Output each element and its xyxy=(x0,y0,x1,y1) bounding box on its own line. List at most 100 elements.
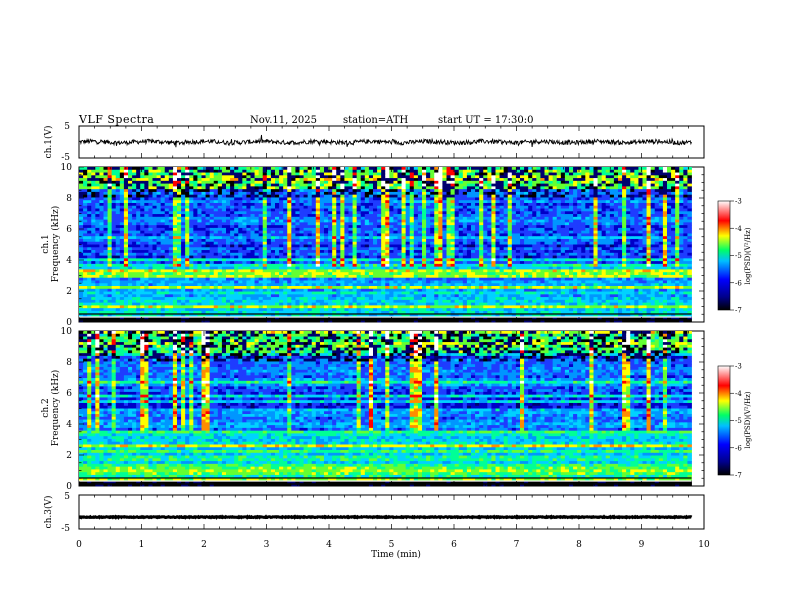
spectrogram-cell xyxy=(140,167,145,171)
spectrogram-cell xyxy=(291,263,296,268)
spectrogram-cell xyxy=(336,194,341,198)
spectrogram-cell xyxy=(319,197,325,201)
spectrogram-cell xyxy=(115,225,121,229)
spectrogram-cell xyxy=(413,175,419,179)
spectrogram-cell xyxy=(221,194,227,198)
spectrogram-cell xyxy=(87,255,92,259)
spectrogram-cell xyxy=(107,272,113,276)
spectrogram-cell xyxy=(197,214,202,218)
spectrogram-cell xyxy=(315,316,321,320)
spectrogram-cell xyxy=(234,269,239,273)
spectrogram-cell xyxy=(254,319,260,323)
spectrogram-cell xyxy=(99,230,104,234)
spectrogram-cell xyxy=(266,305,272,309)
spectrogram-cell xyxy=(324,291,329,295)
spectrogram-cell xyxy=(291,302,296,306)
spectrogram-cell xyxy=(119,283,125,287)
spectrogram-cell xyxy=(266,274,272,279)
spectrogram-cell xyxy=(258,178,264,182)
spectrogram-cell xyxy=(328,191,333,196)
spectrogram-cell xyxy=(213,291,219,295)
spectrogram-cell xyxy=(344,319,349,323)
spectrogram-cell xyxy=(409,244,415,248)
spectrogram-cell xyxy=(295,269,300,273)
spectrogram-cell xyxy=(128,238,133,243)
spectrogram-cell xyxy=(381,316,386,320)
spectrogram-cell xyxy=(123,294,129,298)
spectrogram-cell xyxy=(83,225,88,229)
spectrogram-cell xyxy=(348,263,353,268)
spectrogram-cell xyxy=(140,250,145,254)
spectrogram-cell xyxy=(172,288,178,292)
spectrogram-cell xyxy=(95,178,100,182)
spectrogram-cell xyxy=(401,269,407,273)
spectrogram-cell xyxy=(246,302,251,306)
spectrogram-cell xyxy=(348,258,353,262)
spectrogram-cell xyxy=(360,299,366,304)
spectrogram-cell xyxy=(254,286,260,290)
spectrogram-cell xyxy=(266,316,272,320)
spectrogram-cell xyxy=(426,191,431,196)
spectrogram-cell xyxy=(254,250,260,254)
spectrogram-cell xyxy=(226,219,231,223)
spectrogram-cell xyxy=(373,277,378,281)
spectrogram-cell xyxy=(148,294,153,298)
spectrogram-cell xyxy=(234,178,239,182)
spectrogram-cell xyxy=(315,238,321,243)
spectrogram-cell xyxy=(430,272,435,276)
spectrogram-cell xyxy=(209,197,215,201)
spectrogram-cell xyxy=(234,247,239,251)
spectrogram-cell xyxy=(348,208,353,212)
spectrogram-cell xyxy=(315,266,321,270)
spectrogram-cell xyxy=(79,280,84,284)
spectrogram-cell xyxy=(254,205,260,209)
spectrogram-cell xyxy=(242,255,247,259)
spectrogram-cell xyxy=(123,202,129,207)
spectrogram-cell xyxy=(238,305,243,309)
spectrogram-cell xyxy=(279,250,284,254)
spectrogram-cell xyxy=(311,180,317,185)
spectrogram-cell xyxy=(307,244,313,248)
spectrogram-cell xyxy=(262,222,268,226)
spectrogram-cell xyxy=(250,247,255,251)
spectrogram-cell xyxy=(385,255,390,259)
spectrogram-cell xyxy=(115,310,121,315)
spectrogram-cell xyxy=(291,299,296,304)
spectrogram-cell xyxy=(189,222,194,226)
spectrogram-cell xyxy=(238,263,243,268)
spectrogram-cell xyxy=(140,214,145,218)
spectrogram-cell xyxy=(328,244,333,248)
spectrogram-cell xyxy=(242,230,247,234)
spectrogram-cell xyxy=(422,316,427,320)
spectrogram-cell xyxy=(217,255,223,259)
spectrogram-cell xyxy=(119,189,125,193)
spectrogram-cell xyxy=(360,225,366,229)
spectrogram-cell xyxy=(103,238,108,243)
spectrogram-cell xyxy=(164,244,170,248)
spectrogram-cell xyxy=(250,178,255,182)
spectrogram-cell xyxy=(283,191,288,196)
spectrogram-cell xyxy=(356,178,362,182)
spectrogram-cell xyxy=(201,250,206,254)
spectrogram-cell xyxy=(266,280,272,284)
spectrogram-cell xyxy=(434,183,439,187)
spectrogram-cell xyxy=(140,255,145,259)
spectrogram-cell xyxy=(91,230,96,234)
spectrogram-cell xyxy=(168,269,174,273)
spectrogram-cell xyxy=(213,280,219,284)
spectrogram-cell xyxy=(344,200,349,204)
spectrogram-cell xyxy=(319,250,325,254)
spectrogram-cell xyxy=(83,183,88,187)
spectrogram-cell xyxy=(103,180,108,185)
spectrogram-cell xyxy=(123,230,129,234)
spectrogram-cell xyxy=(389,214,394,218)
spectrogram-cell xyxy=(242,227,247,232)
spectrogram-cell xyxy=(364,288,370,292)
spectrogram-cell xyxy=(185,269,190,273)
spectrogram-cell xyxy=(83,216,88,220)
spectrogram-cell xyxy=(91,175,96,179)
spectrogram-cell xyxy=(389,313,394,317)
spectrogram-cell xyxy=(315,236,321,240)
spectrogram-cell xyxy=(217,178,223,182)
spectrogram-cell xyxy=(136,230,141,234)
